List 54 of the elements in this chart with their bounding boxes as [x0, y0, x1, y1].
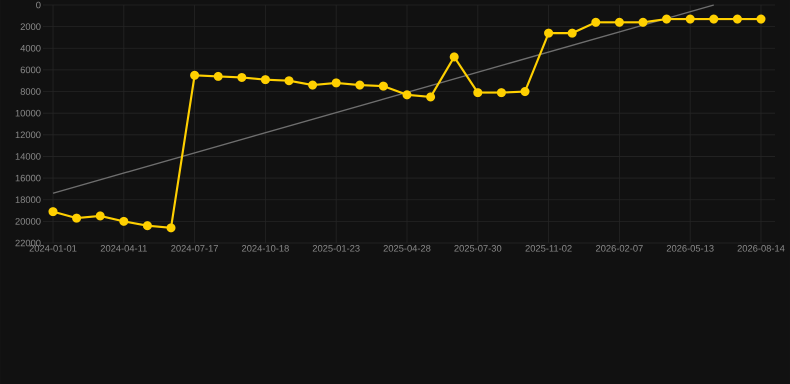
- point: [662, 14, 672, 24]
- y-tick-label: 0: [36, 2, 41, 8]
- point: [119, 216, 128, 226]
- point: [284, 76, 294, 86]
- point: [260, 75, 270, 84]
- point: [614, 18, 624, 27]
- y-tick-label: 14000: [16, 153, 41, 160]
- x-tick-label: 2026-05-13: [666, 245, 714, 252]
- point: [591, 18, 600, 27]
- point: [214, 72, 223, 81]
- point: [473, 88, 482, 98]
- point: [402, 90, 412, 100]
- y-tick-label: 4000: [20, 44, 41, 52]
- x-tick-label: 2024-01-01: [30, 245, 76, 252]
- x-tick-label: 2024-10-18: [242, 245, 289, 252]
- x-tick-label: 2024-04-11: [100, 245, 147, 252]
- point: [72, 214, 82, 223]
- point: [96, 211, 105, 220]
- point: [732, 14, 742, 24]
- point: [308, 80, 318, 90]
- x-tick-label: 2026-02-07: [596, 245, 643, 252]
- point: [568, 28, 577, 38]
- point: [450, 52, 459, 62]
- x-tick-label: 2025-04-28: [384, 245, 430, 252]
- x-tick-label: 2025-11-02: [526, 245, 572, 252]
- point: [142, 221, 152, 230]
- y-tick-label: 2000: [20, 23, 41, 30]
- y-tick-label: 20000: [15, 218, 41, 225]
- y-tick-label: 22000: [15, 240, 41, 246]
- y-tick-label: 6000: [20, 66, 41, 74]
- y-tick-label: 8000: [20, 88, 41, 95]
- x-tick-label: 2025-01-23: [312, 245, 360, 252]
- point: [520, 87, 530, 96]
- x-tick-label: 2026-08-14: [738, 245, 785, 252]
- y-tick-label: 16000: [16, 174, 41, 182]
- y-tick-label: 10000: [16, 110, 41, 116]
- point: [496, 88, 506, 98]
- y-tick-label: 18000: [16, 196, 41, 204]
- point: [756, 14, 766, 24]
- x-tick-label: 2025-07-30: [454, 245, 502, 252]
- point: [426, 92, 436, 102]
- point: [638, 18, 648, 27]
- point: [686, 14, 695, 24]
- point: [48, 207, 58, 216]
- point: [190, 70, 200, 80]
- point: [237, 72, 246, 82]
- point: [378, 82, 388, 91]
- x-tick-label: 2024-07-17: [171, 245, 218, 252]
- point: [709, 14, 718, 24]
- point: [544, 28, 554, 38]
- point: [355, 80, 364, 90]
- point: [166, 223, 176, 232]
- point: [332, 78, 341, 88]
- y-tick-label: 12000: [16, 132, 41, 138]
